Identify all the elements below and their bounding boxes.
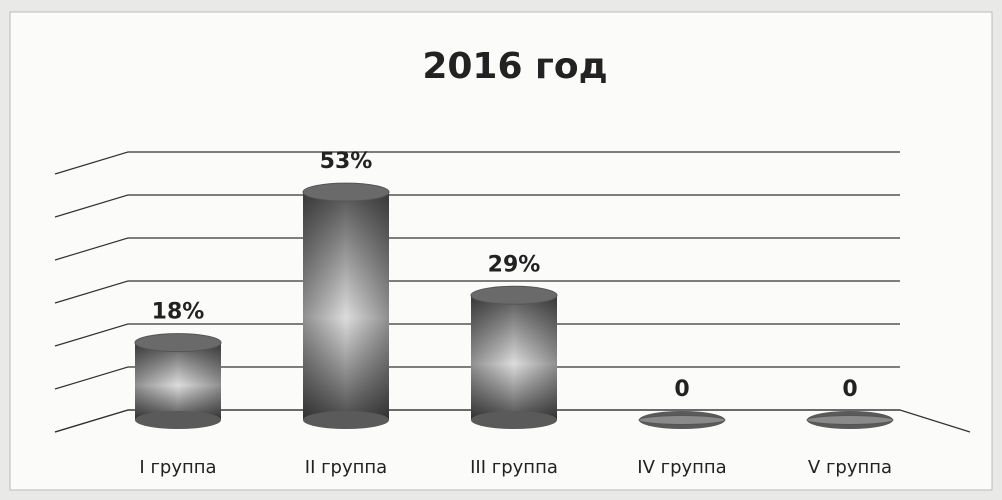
x-tick-label: IV группа	[637, 457, 726, 478]
chart-title: 2016 год	[422, 46, 607, 87]
grid-line	[54, 237, 900, 261]
data-label: 29%	[488, 252, 541, 277]
bar-bottom	[135, 411, 221, 429]
x-tick-label: V группа	[808, 457, 892, 478]
bar-shade	[471, 295, 557, 420]
grid-line	[54, 409, 900, 433]
grid-line	[54, 194, 900, 218]
bar	[638, 411, 726, 429]
bar-top	[134, 333, 222, 353]
bar-top	[806, 415, 894, 425]
bar-bottom	[303, 411, 389, 429]
bar-bottom	[471, 411, 557, 429]
bar-shade	[135, 342, 221, 420]
data-label: 53%	[320, 149, 373, 174]
data-label: 0	[842, 377, 857, 402]
bar-top	[470, 285, 558, 305]
x-tick-label: III группа	[470, 457, 558, 478]
bar	[134, 333, 222, 429]
grid-line	[54, 280, 900, 304]
bar	[302, 182, 390, 429]
x-tick-label: II группа	[305, 457, 387, 478]
bar-shade	[303, 192, 389, 420]
grid-line	[54, 151, 900, 175]
bar	[806, 411, 894, 429]
data-label: 0	[674, 377, 689, 402]
bar	[470, 285, 558, 429]
grid-line	[54, 323, 900, 347]
bar-top	[302, 182, 390, 202]
data-label: 18%	[152, 300, 205, 325]
bar-top	[638, 415, 726, 425]
grid-line	[54, 366, 900, 390]
x-tick-label: I группа	[139, 457, 216, 478]
